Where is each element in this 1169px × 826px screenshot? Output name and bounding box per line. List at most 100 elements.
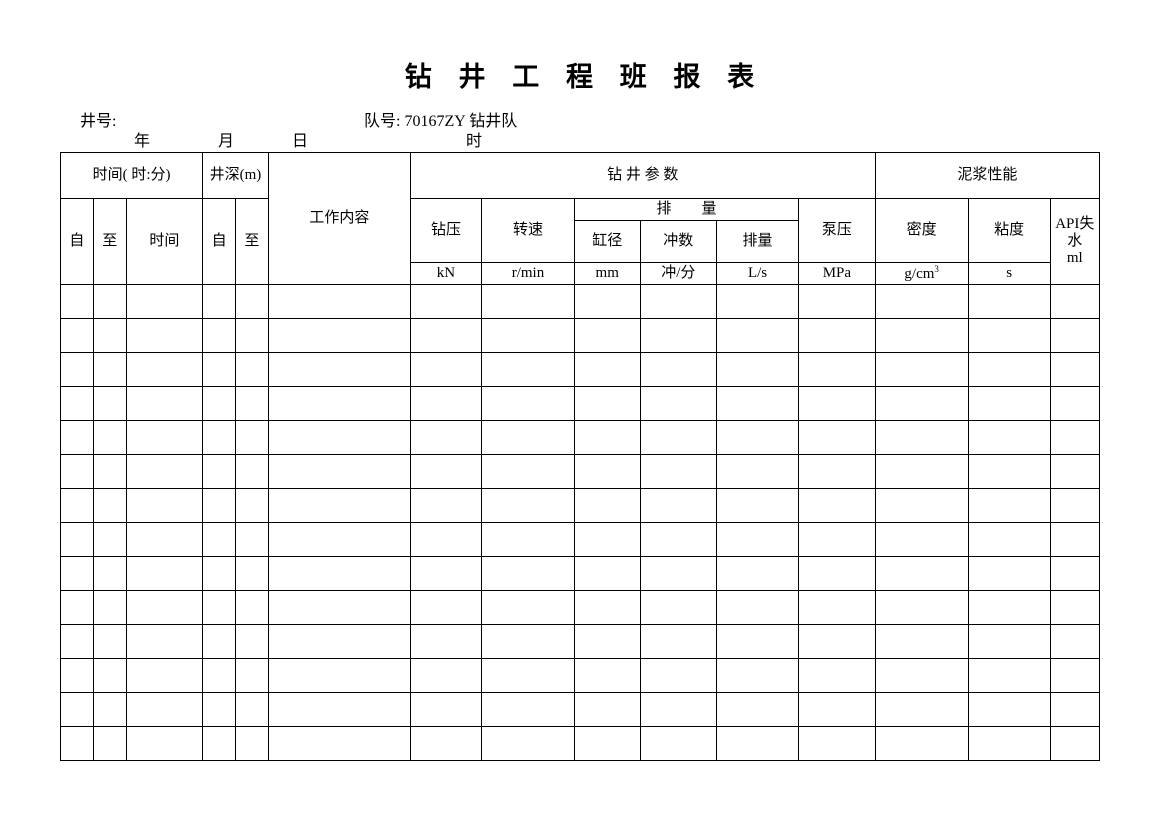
table-cell[interactable] <box>799 285 876 319</box>
table-cell[interactable] <box>61 625 94 659</box>
table-cell[interactable] <box>968 489 1050 523</box>
table-cell[interactable] <box>717 659 799 693</box>
table-cell[interactable] <box>410 387 481 421</box>
table-cell[interactable] <box>203 625 236 659</box>
table-cell[interactable] <box>574 557 640 591</box>
table-cell[interactable] <box>410 659 481 693</box>
table-cell[interactable] <box>235 659 268 693</box>
table-cell[interactable] <box>799 319 876 353</box>
table-cell[interactable] <box>574 353 640 387</box>
table-cell[interactable] <box>203 353 236 387</box>
table-cell[interactable] <box>1050 523 1099 557</box>
table-cell[interactable] <box>1050 727 1099 761</box>
table-cell[interactable] <box>203 557 236 591</box>
table-cell[interactable] <box>640 489 717 523</box>
table-cell[interactable] <box>574 319 640 353</box>
table-cell[interactable] <box>93 285 126 319</box>
table-cell[interactable] <box>410 319 481 353</box>
table-cell[interactable] <box>640 693 717 727</box>
table-cell[interactable] <box>203 727 236 761</box>
table-cell[interactable] <box>61 489 94 523</box>
table-cell[interactable] <box>875 319 968 353</box>
table-cell[interactable] <box>61 353 94 387</box>
table-cell[interactable] <box>93 353 126 387</box>
table-cell[interactable] <box>93 523 126 557</box>
table-cell[interactable] <box>203 659 236 693</box>
table-cell[interactable] <box>481 319 574 353</box>
table-cell[interactable] <box>410 591 481 625</box>
table-cell[interactable] <box>61 557 94 591</box>
table-cell[interactable] <box>93 319 126 353</box>
table-cell[interactable] <box>203 387 236 421</box>
table-cell[interactable] <box>235 353 268 387</box>
table-cell[interactable] <box>1050 693 1099 727</box>
table-cell[interactable] <box>640 319 717 353</box>
table-cell[interactable] <box>481 693 574 727</box>
table-cell[interactable] <box>481 421 574 455</box>
table-cell[interactable] <box>203 591 236 625</box>
table-cell[interactable] <box>235 421 268 455</box>
table-cell[interactable] <box>93 455 126 489</box>
table-cell[interactable] <box>717 387 799 421</box>
table-cell[interactable] <box>1050 591 1099 625</box>
table-cell[interactable] <box>126 319 203 353</box>
table-cell[interactable] <box>640 523 717 557</box>
table-cell[interactable] <box>61 319 94 353</box>
table-cell[interactable] <box>203 489 236 523</box>
table-cell[interactable] <box>799 659 876 693</box>
table-cell[interactable] <box>126 421 203 455</box>
table-cell[interactable] <box>640 421 717 455</box>
table-cell[interactable] <box>235 557 268 591</box>
table-cell[interactable] <box>717 489 799 523</box>
table-cell[interactable] <box>93 727 126 761</box>
table-cell[interactable] <box>717 421 799 455</box>
table-cell[interactable] <box>481 727 574 761</box>
table-cell[interactable] <box>268 387 410 421</box>
table-cell[interactable] <box>410 455 481 489</box>
table-cell[interactable] <box>93 591 126 625</box>
table-cell[interactable] <box>968 523 1050 557</box>
table-cell[interactable] <box>717 353 799 387</box>
table-cell[interactable] <box>203 421 236 455</box>
table-cell[interactable] <box>1050 285 1099 319</box>
table-cell[interactable] <box>61 387 94 421</box>
table-cell[interactable] <box>126 659 203 693</box>
table-cell[interactable] <box>126 489 203 523</box>
table-cell[interactable] <box>410 523 481 557</box>
table-cell[interactable] <box>61 285 94 319</box>
table-cell[interactable] <box>93 693 126 727</box>
table-cell[interactable] <box>799 727 876 761</box>
table-cell[interactable] <box>799 693 876 727</box>
table-cell[interactable] <box>61 591 94 625</box>
table-cell[interactable] <box>875 489 968 523</box>
table-cell[interactable] <box>203 285 236 319</box>
table-cell[interactable] <box>268 319 410 353</box>
table-cell[interactable] <box>1050 557 1099 591</box>
table-cell[interactable] <box>268 285 410 319</box>
table-cell[interactable] <box>640 387 717 421</box>
table-cell[interactable] <box>93 625 126 659</box>
table-cell[interactable] <box>968 557 1050 591</box>
table-cell[interactable] <box>574 421 640 455</box>
table-cell[interactable] <box>268 591 410 625</box>
table-cell[interactable] <box>203 455 236 489</box>
table-cell[interactable] <box>61 693 94 727</box>
table-cell[interactable] <box>410 489 481 523</box>
table-cell[interactable] <box>61 421 94 455</box>
table-cell[interactable] <box>799 591 876 625</box>
table-cell[interactable] <box>481 557 574 591</box>
table-cell[interactable] <box>640 353 717 387</box>
table-cell[interactable] <box>126 523 203 557</box>
table-cell[interactable] <box>717 523 799 557</box>
table-cell[interactable] <box>268 557 410 591</box>
table-cell[interactable] <box>481 455 574 489</box>
table-cell[interactable] <box>481 489 574 523</box>
table-cell[interactable] <box>126 557 203 591</box>
table-cell[interactable] <box>968 285 1050 319</box>
table-cell[interactable] <box>268 421 410 455</box>
table-cell[interactable] <box>799 455 876 489</box>
table-cell[interactable] <box>717 285 799 319</box>
table-cell[interactable] <box>717 557 799 591</box>
table-cell[interactable] <box>235 387 268 421</box>
table-cell[interactable] <box>481 591 574 625</box>
